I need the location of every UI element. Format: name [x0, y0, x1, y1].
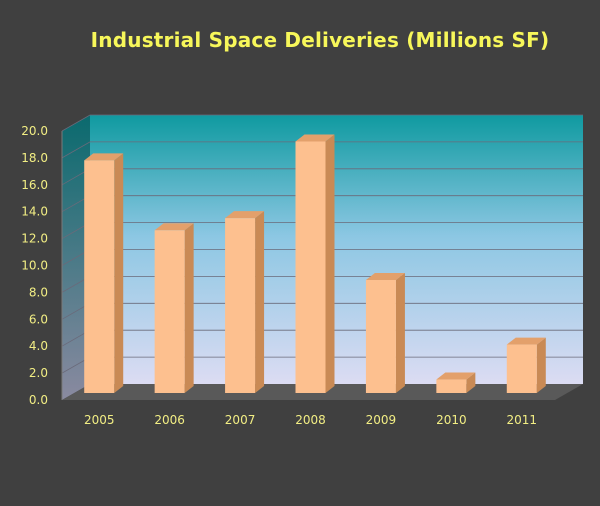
chart-title: Industrial Space Deliveries (Millions SF… [90, 28, 550, 52]
y-tick-label: 6.0 [29, 312, 48, 326]
bar-top [295, 134, 335, 142]
y-tick-label: 2.0 [29, 366, 48, 380]
x-tick-label: 2011 [507, 413, 538, 427]
bar-top [84, 153, 124, 161]
bar-side [466, 372, 476, 393]
bar-front [154, 230, 185, 393]
bar-side [325, 134, 335, 394]
y-tick-label: 14.0 [21, 205, 48, 219]
x-tick-label: 2007 [225, 413, 256, 427]
y-tick-label: 12.0 [21, 232, 48, 246]
bar-front [84, 160, 115, 393]
bar-front [436, 379, 467, 393]
bar-side [114, 153, 124, 393]
y-tick-label: 20.0 [21, 124, 48, 138]
bar-top [225, 211, 265, 219]
bar [365, 273, 405, 393]
bar [225, 211, 265, 393]
y-tick-label: 4.0 [29, 339, 48, 353]
x-tick-label: 2008 [295, 413, 326, 427]
x-tick-label: 2009 [366, 413, 397, 427]
bar-side [536, 337, 546, 393]
bar-side [255, 211, 265, 393]
bar [436, 372, 476, 393]
y-tick-label: 18.0 [21, 151, 48, 165]
gridline [61, 114, 583, 132]
gridline [61, 141, 583, 159]
axes: 0.0 2.0 4.0 6.0 8.0 10.0 12.0 14.0 16.0 18.0 20.0 2… [21, 124, 537, 427]
x-tick-label: 2006 [154, 413, 185, 427]
y-tick-label: 0.0 [29, 393, 48, 407]
bar [154, 223, 194, 393]
bar [506, 337, 546, 393]
bar-front [295, 141, 326, 393]
y-tick-label: 10.0 [21, 259, 48, 273]
bar-side [184, 223, 194, 393]
bar-top [365, 273, 405, 281]
bar-side [395, 273, 405, 393]
bar-front [506, 344, 537, 393]
bar-front [225, 218, 256, 393]
x-tick-label: 2010 [436, 413, 467, 427]
y-tick-label: 8.0 [29, 285, 48, 299]
bar [84, 153, 124, 393]
bar-top [506, 337, 546, 345]
bar-top [436, 372, 476, 380]
y-tick-label: 16.0 [21, 178, 48, 192]
bar-top [154, 223, 194, 231]
bars [84, 134, 546, 394]
x-tick-label: 2005 [84, 413, 115, 427]
bar-front [365, 280, 396, 393]
bar [295, 134, 335, 394]
